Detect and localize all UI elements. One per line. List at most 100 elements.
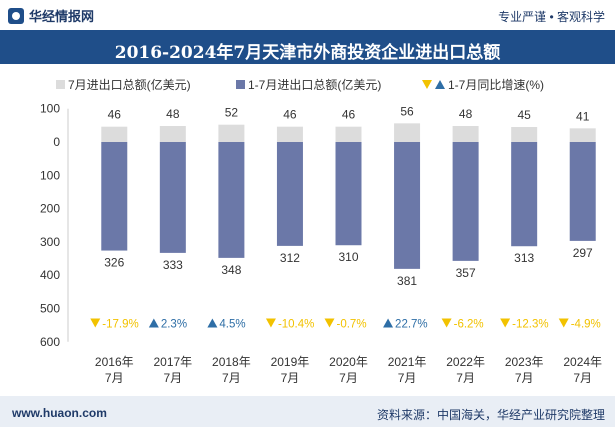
legend-item-growth: 1-7月同比增速(%): [422, 76, 544, 93]
growth-down-marker: [324, 318, 335, 328]
growth-down-marker: [90, 318, 101, 328]
data-label-month: 56: [400, 104, 414, 118]
x-tick-label: 2017年: [153, 355, 192, 369]
bar-cumulative: [452, 142, 479, 261]
data-label-growth: -0.7%: [337, 318, 367, 330]
legend-item-month: 7月进出口总额(亿美元): [56, 76, 191, 93]
title-bar: [0, 30, 615, 64]
y-tick-label: 500: [40, 302, 60, 316]
x-tick-label: 7月: [515, 371, 534, 385]
legend-label-month: 7月进出口总额(亿美元): [68, 78, 191, 92]
data-label-growth: -12.3%: [512, 318, 548, 330]
data-label-growth: 22.7%: [395, 318, 428, 330]
legend-label-cumulative: 1-7月进出口总额(亿美元): [248, 78, 382, 92]
bar-month: [394, 123, 421, 142]
growth-down-marker: [558, 318, 569, 328]
data-label-month: 48: [166, 107, 180, 121]
bar-month: [276, 126, 303, 142]
bar-month: [335, 126, 362, 142]
x-tick-label: 2023年: [505, 355, 544, 369]
chart-legend: 7月进出口总额(亿美元) 1-7月进出口总额(亿美元) 1-7月同比增速(%): [0, 74, 615, 94]
x-tick-label: 7月: [573, 371, 592, 385]
chart-plot-area: 100 0 100 200 300 400 500 600 46 326 -17.9% 2016年 7月…: [40, 102, 602, 385]
data-label-cumulative: 333: [163, 258, 183, 272]
growth-down-marker: [500, 318, 511, 328]
x-tick-label: 2019年: [271, 355, 310, 369]
growth-up-marker: [207, 318, 218, 328]
data-label-cumulative: 310: [338, 250, 358, 264]
x-tick-label: 7月: [281, 371, 300, 385]
x-tick-label: 7月: [222, 371, 241, 385]
data-label-month: 46: [342, 108, 356, 122]
chart-title: 2016-2024年7月天津市外商投资企业进出口总额: [114, 43, 501, 63]
brand-name: 华经情报网: [29, 9, 95, 24]
bar-cumulative: [159, 142, 186, 253]
x-tick-label: 2018年: [212, 355, 251, 369]
x-tick-label: 7月: [398, 371, 417, 385]
bar-cumulative: [569, 142, 596, 241]
brand-logo[interactable]: 华经情报网: [8, 6, 94, 25]
y-tick-label: 200: [40, 202, 60, 216]
footer-site-link[interactable]: www.huaon.com: [12, 406, 107, 420]
data-label-month: 52: [225, 106, 239, 120]
data-label-month: 45: [517, 108, 531, 122]
footer-bar: [0, 396, 615, 427]
bar-month: [569, 128, 596, 142]
data-label-growth: 4.5%: [219, 318, 245, 330]
data-label-month: 46: [283, 108, 297, 122]
bar-cumulative: [335, 142, 362, 246]
y-tick-label: 300: [40, 235, 60, 249]
x-tick-label: 7月: [456, 371, 475, 385]
x-tick-label: 7月: [105, 371, 124, 385]
y-tick-label: 600: [40, 335, 60, 349]
data-label-cumulative: 297: [573, 246, 593, 260]
bar-cumulative: [511, 142, 538, 247]
growth-up-marker: [148, 318, 159, 328]
growth-down-marker: [265, 318, 276, 328]
y-tick-label: 400: [40, 268, 60, 282]
x-tick-label: 2016年: [95, 355, 134, 369]
bar-month: [159, 126, 186, 142]
bar-cumulative: [394, 142, 421, 269]
bar-month: [511, 127, 538, 142]
y-tick-label: 100: [40, 102, 60, 116]
data-label-growth: 2.3%: [161, 318, 187, 330]
bar-month: [218, 124, 245, 142]
data-label-month: 48: [459, 107, 473, 121]
top-bar: 华经情报网 专业严谨 • 客观科学: [0, 0, 615, 30]
data-label-month: 46: [108, 108, 122, 122]
data-label-cumulative: 357: [456, 266, 476, 280]
x-tick-label: 2024年: [563, 355, 602, 369]
data-label-cumulative: 312: [280, 251, 300, 265]
data-label-cumulative: 381: [397, 274, 417, 288]
legend-triangle-up-icon: [435, 80, 445, 89]
footer-source: 资料来源：中国海关，华经产业研究院整理: [376, 408, 605, 422]
growth-up-marker: [383, 318, 394, 328]
brand-logo-icon: [8, 7, 24, 24]
legend-swatch-cumulative: [236, 80, 245, 89]
bar-cumulative: [218, 142, 245, 258]
legend-label-growth: 1-7月同比增速(%): [448, 78, 545, 92]
data-label-cumulative: 326: [104, 256, 124, 270]
y-tick-label: 0: [53, 135, 60, 149]
data-label-growth: -6.2%: [454, 318, 484, 330]
slogan: 专业严谨 • 客观科学: [498, 10, 605, 24]
bar-month: [452, 126, 479, 142]
x-tick-label: 7月: [339, 371, 358, 385]
data-label-growth: -10.4%: [278, 318, 314, 330]
data-label-cumulative: 313: [514, 251, 534, 265]
bar-cumulative: [101, 142, 128, 251]
bar-cumulative: [276, 142, 303, 246]
legend-item-cumulative: 1-7月进出口总额(亿美元): [236, 76, 381, 93]
x-tick-label: 7月: [163, 371, 182, 385]
x-tick-label: 2022年: [446, 355, 485, 369]
data-label-growth: -4.9%: [571, 318, 601, 330]
y-tick-label: 100: [40, 168, 60, 182]
data-label-growth: -17.9%: [102, 318, 138, 330]
growth-down-marker: [441, 318, 452, 328]
x-tick-label: 2020年: [329, 355, 368, 369]
legend-swatch-month: [56, 80, 65, 89]
data-label-cumulative: 348: [221, 263, 241, 277]
legend-triangle-down-icon: [422, 80, 432, 89]
bar-month: [101, 126, 128, 142]
